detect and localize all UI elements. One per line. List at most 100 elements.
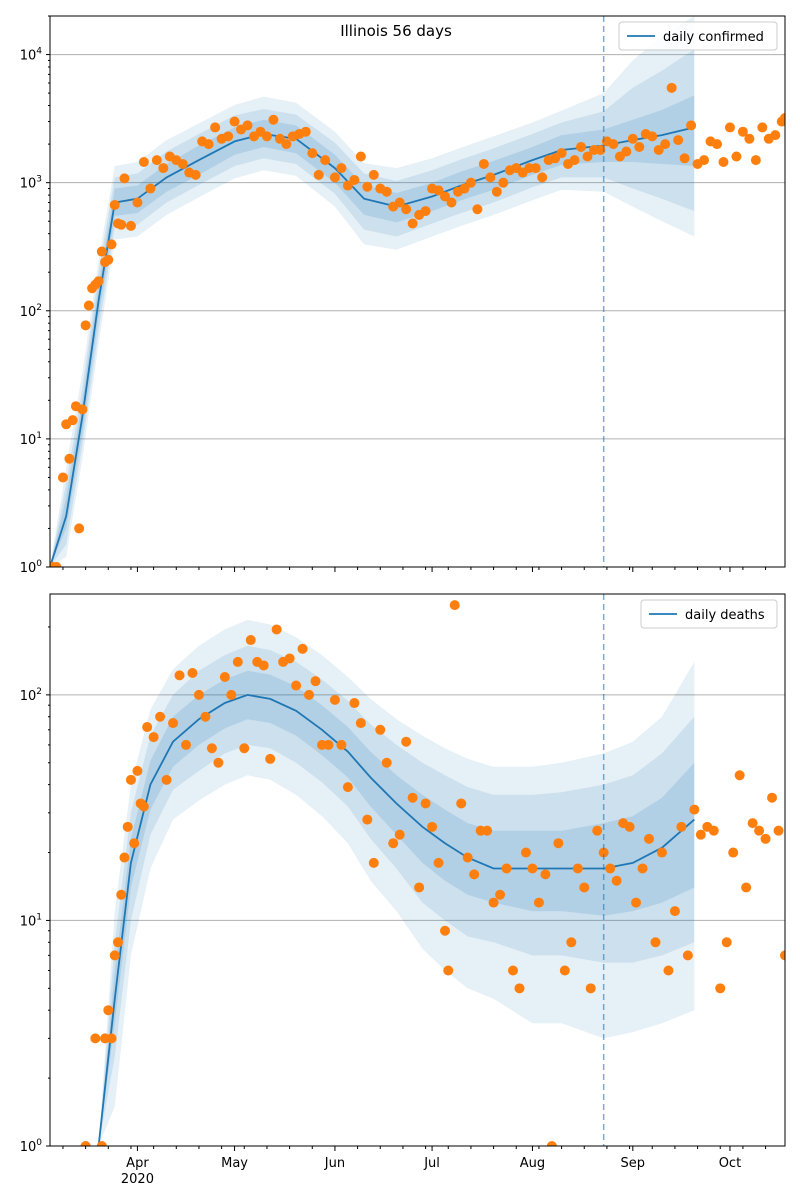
data-point	[381, 757, 392, 768]
data-point	[407, 218, 418, 229]
data-point	[190, 169, 201, 180]
data-point	[281, 139, 292, 150]
data-point	[676, 821, 687, 832]
data-point	[656, 847, 667, 858]
data-point	[307, 148, 318, 159]
data-point	[161, 774, 172, 785]
data-point	[206, 743, 217, 754]
legend-box	[640, 599, 778, 629]
data-point	[77, 404, 88, 415]
data-point	[93, 276, 104, 287]
data-point	[407, 792, 418, 803]
data-point	[394, 829, 405, 840]
legend-box	[618, 21, 778, 51]
data-point	[291, 680, 302, 691]
data-point	[420, 206, 431, 217]
data-point	[239, 743, 250, 754]
data-point	[433, 185, 444, 196]
data-point	[462, 852, 473, 863]
data-point	[770, 130, 781, 141]
data-point	[213, 757, 224, 768]
plot-area	[50, 16, 785, 567]
plot-area	[50, 594, 785, 1146]
data-point	[731, 151, 742, 162]
data-point	[158, 163, 169, 174]
data-point	[780, 112, 785, 123]
data-point	[388, 838, 399, 849]
data-point	[336, 739, 347, 750]
data-point	[495, 889, 506, 900]
data-point	[611, 875, 622, 886]
data-point	[724, 122, 735, 133]
data-point	[83, 300, 94, 311]
data-point	[193, 689, 204, 700]
data-point	[138, 157, 149, 168]
data-point	[349, 698, 360, 709]
data-point	[488, 897, 499, 908]
data-point	[569, 155, 580, 166]
data-point	[368, 169, 379, 180]
series-line	[97, 693, 695, 1146]
data-point	[537, 172, 548, 183]
data-point	[469, 869, 480, 880]
series-line	[50, 126, 695, 567]
data-point	[304, 689, 315, 700]
data-point	[187, 668, 198, 679]
data-point	[669, 906, 680, 917]
data-point	[579, 882, 590, 893]
data-point	[715, 983, 726, 994]
data-point	[780, 950, 785, 961]
x-tick-label: Sep	[621, 1156, 646, 1171]
legend: daily deaths	[640, 599, 778, 629]
data-point	[533, 897, 544, 908]
x-tick-label: Aug	[520, 1156, 545, 1171]
data-point	[556, 148, 567, 159]
data-point	[74, 523, 85, 534]
x-tick-label: Apr	[126, 1156, 149, 1171]
data-point	[265, 753, 276, 764]
y-tick-label: 102	[20, 303, 42, 320]
data-point	[106, 239, 117, 250]
data-point	[695, 829, 706, 840]
data-point	[329, 694, 340, 705]
data-point	[605, 863, 616, 874]
x-tick-label: Oct	[719, 1156, 741, 1171]
data-point	[148, 732, 159, 743]
data-point	[440, 925, 451, 936]
y-tick-exponent: 0	[36, 1138, 42, 1148]
data-point	[663, 965, 674, 976]
data-point	[268, 114, 279, 125]
data-point	[546, 1141, 557, 1146]
data-point	[226, 689, 237, 700]
legend-label: daily confirmed	[663, 30, 764, 45]
y-tick-exponent: 1	[36, 431, 42, 441]
data-point	[320, 155, 331, 166]
data-point	[682, 950, 693, 961]
data-point	[132, 197, 143, 208]
uncertainty-band-50	[98, 670, 695, 1146]
data-point	[245, 635, 256, 646]
data-point	[362, 181, 373, 192]
axes-frame	[49, 593, 786, 1147]
data-point	[51, 562, 62, 567]
data-point	[203, 139, 214, 150]
y-tick-exponent: 3	[36, 175, 42, 185]
data-point	[394, 197, 405, 208]
data-point	[559, 965, 570, 976]
data-point	[229, 116, 240, 127]
data-point	[520, 847, 531, 858]
legend: daily confirmed	[618, 21, 778, 51]
data-point	[553, 838, 564, 849]
data-point	[401, 736, 412, 747]
data-point	[80, 320, 91, 331]
y-tick-exponent: 2	[36, 303, 42, 313]
data-point	[527, 863, 538, 874]
y-tick-exponent: 2	[36, 687, 42, 697]
data-point	[242, 120, 253, 131]
y-tick-label: 100	[20, 1138, 43, 1155]
data-point	[440, 191, 451, 202]
data-point	[119, 852, 130, 863]
